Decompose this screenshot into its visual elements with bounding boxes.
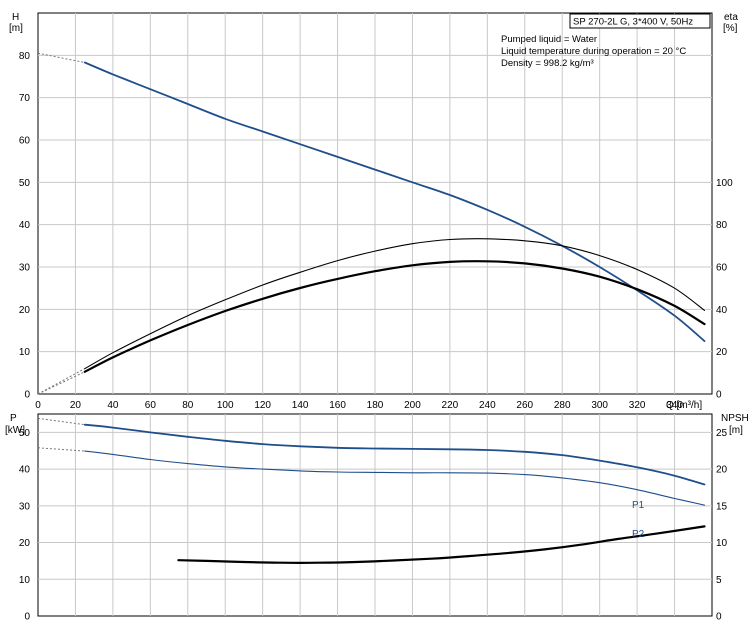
- efficiency-curve-bold-extrapolation: [37, 371, 86, 395]
- p2-power-curve: [84, 450, 706, 506]
- head-curve-extrapolation: [37, 52, 85, 63]
- annotation-liquid: Pumped liquid = Water: [501, 34, 597, 45]
- annotation-temperature: Liquid temperature during operation = 20…: [501, 46, 686, 57]
- x-tick-label: 160: [329, 400, 346, 411]
- legend-label-p1: P1: [632, 500, 645, 511]
- y-tick-label-right: 5: [716, 575, 722, 586]
- y-tick-label-left: 10: [19, 575, 31, 586]
- curves: [37, 52, 706, 564]
- y-tick-label-left: 50: [19, 428, 31, 439]
- x-tick-label: 0: [35, 400, 41, 411]
- top-ylabel-left-unit: [m]: [9, 23, 23, 34]
- bottom-ylabel-left-name: P: [10, 413, 17, 424]
- p1-power-curve: [83, 423, 706, 486]
- x-tick-label: 340: [666, 400, 683, 411]
- efficiency-curve-thin-extrapolation: [37, 368, 86, 395]
- top-ylabel-right-unit: [%]: [723, 23, 738, 34]
- head-curve: [83, 61, 706, 342]
- x-tick-label: 280: [554, 400, 571, 411]
- bottom-ylabel-right-name: NPSH: [721, 413, 749, 424]
- x-tick-label: 260: [516, 400, 533, 411]
- npsh-curve: [177, 525, 706, 564]
- top-grid: [38, 13, 712, 394]
- y-tick-label-left: 80: [19, 51, 31, 62]
- y-tick-label-right: 15: [716, 501, 728, 512]
- top-ylabel-right-name: eta: [724, 12, 738, 23]
- x-tick-label: 60: [145, 400, 157, 411]
- y-tick-label-left: 30: [19, 263, 31, 274]
- y-tick-label-left: 70: [19, 93, 31, 104]
- bottom-grid: [38, 414, 712, 616]
- top-ylabel-left-name: H: [12, 12, 19, 23]
- y-tick-label-left: 20: [19, 538, 31, 549]
- x-tick-label: 120: [254, 400, 271, 411]
- bottom-ylabel-right-unit: [m]: [729, 425, 743, 436]
- tick-labels: 0 20 40 60 80 100 120 140 160 180 200 220 240 260 280 3…: [19, 51, 733, 623]
- legend-label-p2: P2: [632, 529, 645, 540]
- y-tick-label-left: 0: [24, 390, 30, 401]
- y-tick-label-right: 0: [716, 390, 722, 401]
- y-tick-label-left: 50: [19, 178, 31, 189]
- y-tick-label-left: 40: [19, 220, 31, 231]
- y-tick-label-right: 80: [716, 220, 728, 231]
- x-tick-label: 320: [629, 400, 646, 411]
- y-tick-label-right: 0: [716, 612, 722, 623]
- y-tick-label-right: 60: [716, 263, 728, 274]
- y-tick-label-left: 60: [19, 136, 31, 147]
- y-tick-label-left: 20: [19, 305, 31, 316]
- title-box: [569, 13, 711, 29]
- p2-power-curve-extrapolation: [37, 447, 85, 452]
- efficiency-curve-bold: [83, 260, 706, 373]
- x-tick-label: 80: [182, 400, 194, 411]
- x-tick-label: 200: [404, 400, 421, 411]
- x-tick-label: 180: [367, 400, 384, 411]
- x-axis-label: Q [m³/h]: [666, 400, 702, 411]
- y-tick-label-right: 20: [716, 465, 728, 476]
- y-tick-label-left: 10: [19, 347, 31, 358]
- x-tick-label: 220: [442, 400, 459, 411]
- x-tick-label: 140: [292, 400, 309, 411]
- x-tick-label: 40: [107, 400, 119, 411]
- y-tick-label-right: 25: [716, 428, 728, 439]
- x-tick-label: 100: [217, 400, 234, 411]
- bottom-ylabel-left-unit: [kW]: [5, 425, 25, 436]
- efficiency-curve-thin: [84, 238, 706, 370]
- x-tick-label: 300: [591, 400, 608, 411]
- y-tick-label-right: 10: [716, 538, 728, 549]
- y-tick-label-right: 40: [716, 305, 728, 316]
- x-tick-label: 240: [479, 400, 496, 411]
- y-tick-label-right: 100: [716, 178, 733, 189]
- annotation-density: Density = 998.2 kg/m³: [501, 58, 594, 69]
- p1-power-curve-extrapolation: [37, 417, 85, 426]
- y-tick-label-right: 20: [716, 347, 728, 358]
- y-tick-label-left: 40: [19, 465, 31, 476]
- y-tick-label-left: 30: [19, 501, 31, 512]
- x-tick-label: 20: [70, 400, 82, 411]
- chart-title: SP 270-2L G, 3*400 V, 50Hz: [573, 17, 693, 28]
- y-tick-label-left: 0: [24, 612, 30, 623]
